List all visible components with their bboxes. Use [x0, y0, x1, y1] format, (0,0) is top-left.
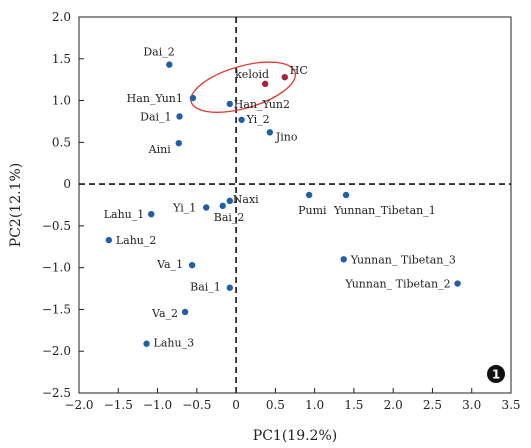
- data-point: [148, 210, 155, 218]
- highlight-ellipse: [190, 61, 297, 113]
- y-tick-label: 0.5: [52, 135, 71, 149]
- data-point-label: Aini: [148, 143, 172, 156]
- data-point: [266, 129, 274, 136]
- data-point: [188, 261, 196, 269]
- x-tick-label: −1.0: [143, 398, 172, 412]
- y-tick-label: −0.5: [42, 219, 71, 233]
- data-point-label: Lahu_1: [104, 208, 145, 221]
- data-point: [105, 236, 113, 244]
- x-tick-label: 0.5: [266, 398, 285, 412]
- x-tick-label: 3.0: [462, 398, 481, 412]
- data-point: [226, 100, 234, 108]
- data-point: [281, 73, 288, 81]
- x-tick-label: 3.5: [501, 398, 520, 412]
- data-point: [189, 94, 197, 102]
- x-tick-label: 2.5: [423, 398, 442, 412]
- data-point-label: keloid: [235, 68, 269, 81]
- y-tick-label: 1.0: [52, 94, 71, 108]
- y-tick-label: −2.5: [42, 386, 71, 400]
- plot-border: [78, 16, 512, 394]
- data-point-label: Dai_1: [140, 110, 171, 123]
- ellipse-layer: [190, 61, 297, 113]
- y-tick-label: −1.0: [42, 261, 71, 275]
- data-point-label: Va_1: [156, 258, 183, 271]
- data-point-label: Yunnan_ Tibetan_3: [350, 253, 456, 266]
- data-point-label: Dai_2: [143, 46, 174, 59]
- data-point: [176, 113, 183, 120]
- data-point-label: Lahu_3: [154, 337, 195, 350]
- panel-badge: 1: [487, 365, 505, 383]
- data-point-label: HC: [290, 64, 308, 77]
- data-point: [305, 191, 313, 199]
- data-point: [143, 340, 150, 347]
- data-point-label: Yunnan_ Tibetan_2: [344, 278, 450, 291]
- data-point: [342, 191, 350, 199]
- plot-frame: [78, 16, 512, 394]
- data-point-label: Lahu_2: [116, 234, 157, 247]
- x-tick-label: 2.0: [384, 398, 403, 412]
- data-point-label: Bai_2: [214, 211, 245, 224]
- data-point: [238, 116, 245, 123]
- data-point: [219, 202, 226, 210]
- data-point-label: Yunnan_Tibetan_1: [333, 204, 436, 217]
- panel-badge-text: 1: [492, 368, 500, 382]
- x-axis-ticks: −2.0 −1.5 −1.0 −0.5 0 0.5 1.0 1.5 2.0 2.5 3.0 3.5: [64, 388, 521, 412]
- data-point: [340, 256, 347, 263]
- data-point-label: Yi_1: [172, 202, 196, 215]
- points-layer: [105, 61, 461, 347]
- data-point: [226, 284, 234, 291]
- data-point-label: Jino: [275, 130, 298, 143]
- data-point-label: Pumi: [298, 204, 327, 217]
- data-point: [261, 80, 269, 88]
- x-tick-label: 1.5: [344, 398, 363, 412]
- data-point: [175, 139, 182, 147]
- x-tick-label: 0: [232, 398, 240, 412]
- y-tick-label: 0: [63, 177, 71, 191]
- y-tick-label: −2.0: [42, 344, 71, 358]
- x-tick-label: −1.5: [104, 398, 133, 412]
- data-point: [181, 308, 189, 316]
- data-point: [226, 197, 234, 205]
- data-point: [203, 204, 210, 211]
- y-tick-label: 2.0: [52, 10, 71, 24]
- data-point-label: Naxi: [233, 193, 259, 206]
- panel-badge-circle: [487, 365, 505, 383]
- data-point-label: Bai_1: [190, 281, 221, 294]
- x-axis-title: PC1(19.2%): [253, 428, 337, 444]
- data-point: [166, 61, 173, 68]
- x-tick-label: 1.0: [305, 398, 324, 412]
- data-point-label: Yi_2: [246, 113, 270, 126]
- x-tick-label: −0.5: [182, 398, 211, 412]
- y-tick-label: −1.5: [42, 302, 71, 316]
- data-point: [454, 280, 461, 287]
- y-axis-title: PC2(12.1%): [8, 163, 24, 247]
- reference-lines: [79, 17, 511, 393]
- data-point-label: Han_Yun1: [127, 92, 183, 105]
- y-axis-ticks: 2.0 1.5 1.0 0.5 0 −0.5 −1.0 −1.5 −2.0 −2.5: [42, 10, 84, 400]
- y-tick-label: 1.5: [52, 52, 71, 66]
- data-point-label: Va_2: [151, 307, 178, 320]
- x-tick-label: −2.0: [64, 398, 93, 412]
- data-point-label: Han_Yun2: [234, 98, 290, 111]
